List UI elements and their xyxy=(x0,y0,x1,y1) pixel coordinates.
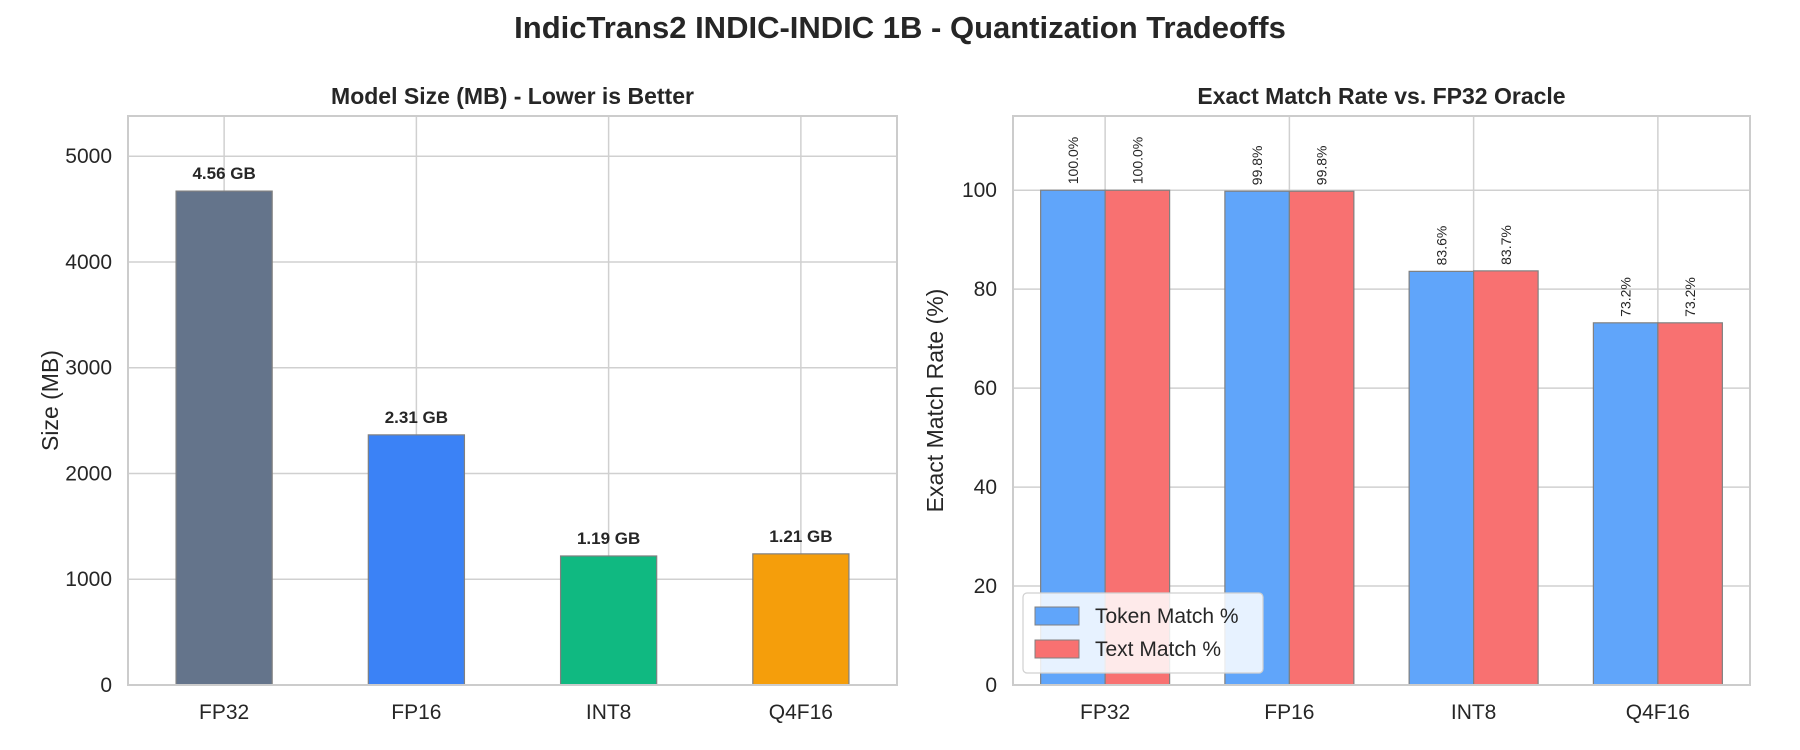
bar-value-label: 73.2% xyxy=(1682,277,1698,317)
legend: Token Match % Text Match % xyxy=(1022,592,1264,674)
legend-label: Token Match % xyxy=(1095,605,1239,628)
x-tick-label: FP16 xyxy=(1264,701,1314,724)
bar-value-label: 1.19 GB xyxy=(577,529,640,548)
bar-value-label: 99.8% xyxy=(1314,146,1330,186)
plot-frame xyxy=(1012,115,1751,686)
legend-box xyxy=(1022,592,1264,674)
plot-frame xyxy=(127,115,898,686)
bar xyxy=(367,434,466,686)
chart-title: Exact Match Rate vs. FP32 Oracle xyxy=(1197,83,1565,109)
bar-value-label: 100.0% xyxy=(1129,137,1145,184)
bar xyxy=(752,553,850,686)
bar xyxy=(1657,322,1723,686)
legend-label: Text Match % xyxy=(1095,638,1221,661)
chart-title: Model Size (MB) - Lower is Better xyxy=(331,83,694,109)
y-tick-label: 3000 xyxy=(65,357,112,380)
bar xyxy=(1408,270,1475,686)
bar-value-label: 2.31 GB xyxy=(385,408,448,427)
y-tick-label: 0 xyxy=(100,674,112,697)
y-tick-label: 0 xyxy=(985,674,997,697)
bar xyxy=(1473,270,1539,686)
x-tick-label: Q4F16 xyxy=(769,701,833,724)
bar xyxy=(1592,322,1659,686)
bar-value-label: 73.2% xyxy=(1618,277,1634,317)
bar-value-label: 100.0% xyxy=(1065,137,1081,184)
y-axis-label: Size (MB) xyxy=(37,350,63,451)
x-tick-label: FP32 xyxy=(199,701,249,724)
bar-value-label: 99.8% xyxy=(1249,146,1265,186)
x-tick-label: Q4F16 xyxy=(1626,701,1690,724)
y-axis-label: Exact Match Rate (%) xyxy=(922,289,948,513)
bar xyxy=(175,190,273,686)
y-tick-label: 4000 xyxy=(65,251,112,274)
bar xyxy=(1288,190,1355,686)
x-tick-label: INT8 xyxy=(1451,701,1497,724)
y-tick-label: 80 xyxy=(974,278,997,301)
bar-value-label: 83.6% xyxy=(1433,226,1449,266)
y-tick-label: 60 xyxy=(974,377,997,400)
bar-value-label: 4.56 GB xyxy=(192,164,255,183)
y-tick-label: 1000 xyxy=(65,568,112,591)
y-tick-label: 5000 xyxy=(65,145,112,168)
figure-title: IndicTrans2 INDIC-INDIC 1B - Quantizatio… xyxy=(514,10,1286,45)
model-size-chart: Model Size (MB) - Lower is Better 0 1000 20… xyxy=(37,83,898,724)
exact-match-chart: Exact Match Rate vs. FP32 Oracle 0 20 40 60 8… xyxy=(922,83,1751,724)
y-tick-label: 20 xyxy=(974,575,997,598)
bar xyxy=(559,555,658,686)
y-tick-label: 2000 xyxy=(65,462,112,485)
bar-value-label: 83.7% xyxy=(1498,225,1514,265)
y-tick-label: 40 xyxy=(974,476,997,499)
x-tick-label: FP32 xyxy=(1080,701,1130,724)
x-tick-label: FP16 xyxy=(391,701,441,724)
legend-swatch xyxy=(1034,606,1080,626)
legend-swatch xyxy=(1034,639,1080,659)
y-tick-label: 100 xyxy=(962,179,997,202)
x-tick-label: INT8 xyxy=(586,701,632,724)
bar-value-label: 1.21 GB xyxy=(769,527,832,546)
